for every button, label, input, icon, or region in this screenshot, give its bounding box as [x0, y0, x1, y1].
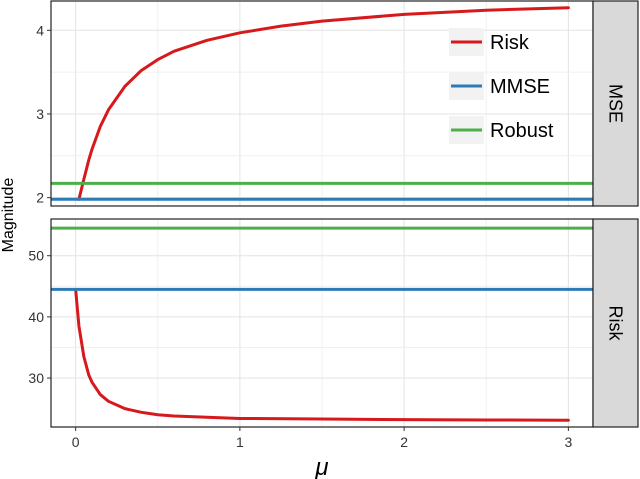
legend-label: Robust — [490, 120, 554, 142]
y-axis-title: Magnitude — [0, 178, 17, 253]
x-tick-label: 0 — [72, 434, 80, 450]
y-tick-label: 50 — [28, 248, 44, 264]
strip-label: Risk — [606, 306, 626, 342]
y-tick-label: 4 — [36, 22, 44, 38]
strip-background — [592, 218, 639, 428]
x-tick-label: 2 — [400, 434, 408, 450]
x-tick-label: 3 — [564, 434, 572, 450]
panel-mse: 2 3 4 MSE — [36, 0, 639, 207]
x-tick-label: 1 — [236, 434, 244, 450]
series-line-risk — [77, 6, 570, 201]
strip-label: MSE — [606, 84, 626, 123]
legend-label: MMSE — [490, 76, 550, 98]
strip-background — [592, 0, 639, 207]
legend-item-risk: Risk — [449, 28, 530, 56]
x-axis-title: μ — [314, 454, 328, 479]
y-tick-label: 3 — [36, 106, 44, 122]
y-tick-label: 40 — [28, 309, 44, 325]
panel-risk: 30 40 50 Risk — [28, 218, 639, 428]
legend-label: Risk — [490, 32, 530, 54]
y-tick-label: 2 — [36, 190, 44, 206]
strip-mse: MSE — [592, 0, 639, 207]
y-tick-label: 30 — [28, 370, 44, 386]
series-line-risk — [74, 287, 570, 422]
legend-item-mmse: MMSE — [449, 72, 550, 100]
strip-risk: Risk — [592, 218, 639, 428]
legend-item-robust: Robust — [449, 116, 554, 144]
legend: Risk MMSE Robust — [449, 28, 554, 144]
panels: 2 3 4 MSE 30 40 50 Risk 0 1 2 3 — [28, 0, 639, 450]
